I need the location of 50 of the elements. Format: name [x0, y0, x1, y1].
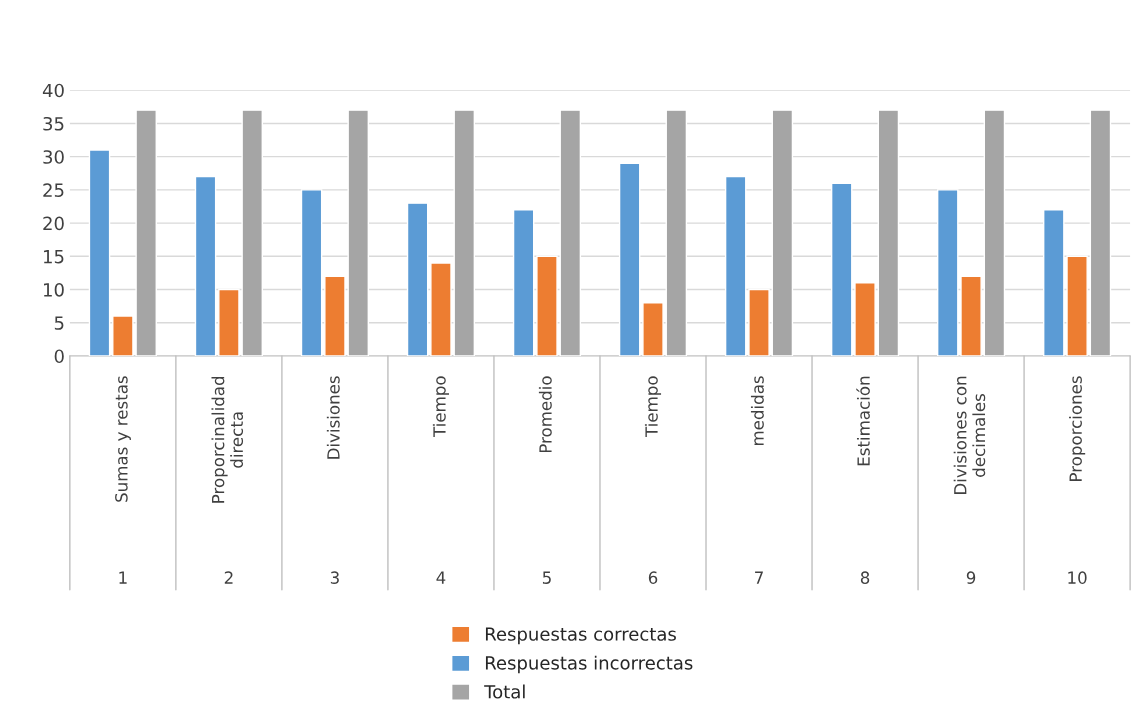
- legend-label: Respuestas correctas: [485, 627, 676, 645]
- x-tick-label: Divisiones: [326, 376, 340, 459]
- x-tick-label: Divisiones con decimales: [953, 376, 986, 494]
- x-tick-label: Tiempo: [432, 376, 449, 437]
- bar: [724, 175, 747, 356]
- bar: [512, 209, 535, 356]
- text: 1: [119, 571, 127, 584]
- bar: [983, 109, 1006, 356]
- legend-label: Respuestas incorrectas: [485, 655, 693, 674]
- text: 5: [542, 571, 551, 584]
- y-tick-label: 20: [43, 216, 64, 231]
- text: 6: [648, 571, 658, 584]
- x-tick-label: Promedio: [538, 376, 552, 453]
- y-tick-label: 40: [42, 83, 64, 98]
- bar: [88, 149, 111, 356]
- bar: [877, 109, 900, 356]
- bar: [748, 288, 770, 356]
- y-tick-label: 15: [43, 250, 64, 264]
- text: 4: [436, 571, 446, 584]
- y-tick-label: 10: [43, 282, 64, 297]
- bar: [406, 202, 429, 356]
- x-tick-label: Estimación: [856, 376, 870, 466]
- y-tick-label: 25: [43, 183, 64, 197]
- x-tick-label: medidas: [750, 376, 764, 446]
- text: 10: [1068, 571, 1087, 584]
- bar: [771, 109, 794, 356]
- y-tick-label: 5: [54, 316, 64, 330]
- text: 8: [860, 571, 870, 584]
- y-tick-label: 0: [54, 349, 64, 364]
- text: 2: [224, 571, 233, 584]
- x-tick-label: Tiempo: [644, 376, 662, 437]
- y-tick-label: 35: [43, 116, 64, 131]
- bar: [830, 182, 853, 356]
- bar: [1089, 109, 1112, 356]
- text: 3: [330, 571, 339, 584]
- x-tick-label: Proporcinalidad directa: [211, 376, 244, 503]
- bar: [536, 255, 558, 356]
- bar: [559, 109, 582, 356]
- bar: [665, 109, 688, 356]
- bar: [194, 175, 217, 356]
- bar: [618, 162, 641, 356]
- x-tick-label: Proporciones: [1069, 376, 1086, 481]
- legend-label: Total: [484, 684, 525, 699]
- bar: [642, 302, 664, 356]
- bar: [854, 282, 876, 356]
- text: 9: [966, 571, 976, 584]
- x-tick-label: Sumas y restas: [115, 376, 131, 502]
- text: 7: [755, 571, 763, 584]
- bar: [300, 189, 323, 356]
- y-tick-label: 30: [43, 150, 64, 164]
